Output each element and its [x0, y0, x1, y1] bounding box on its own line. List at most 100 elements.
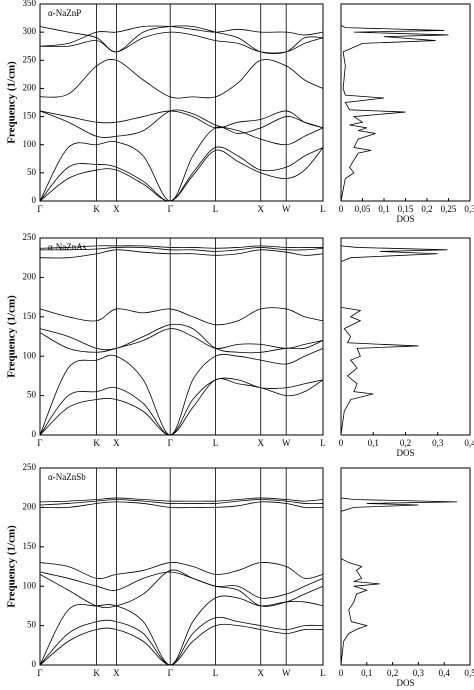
- x-tick-label: X: [113, 204, 120, 214]
- y-tick-label: 100: [23, 350, 37, 360]
- panel-label: α-NaZnAs: [48, 242, 87, 252]
- phonon-branch: [39, 569, 324, 609]
- phonon-branch: [39, 249, 324, 259]
- x-tick-label: 0: [339, 438, 344, 448]
- x-tick-label: 0,4: [439, 668, 451, 678]
- y-tick-label: 150: [23, 541, 37, 551]
- phonon-branch: [39, 110, 324, 129]
- y-tick-label: 300: [23, 26, 37, 36]
- x-tick-label: K: [93, 668, 100, 678]
- x-tick-label: 0,2: [421, 204, 432, 214]
- phonon-branch: [39, 499, 324, 506]
- panel-label: α-NaZnP: [48, 8, 81, 18]
- x-tick-label: Γ: [37, 668, 42, 678]
- phonon-branch: [39, 25, 324, 55]
- x-tick-label: 0,25: [441, 204, 457, 214]
- x-tick-label: 0,4: [464, 438, 474, 448]
- y-axis-label: Frequency (1/cm): [6, 525, 18, 608]
- x-axis-label: DOS: [396, 214, 414, 224]
- x-tick-label: W: [282, 204, 291, 214]
- y-tick-label: 200: [23, 271, 37, 281]
- x-axis-label: DOS: [396, 448, 414, 458]
- x-tick-label: 0,2: [400, 438, 411, 448]
- y-tick-label: 100: [23, 139, 37, 149]
- phonon-branch: [39, 323, 324, 354]
- y-tick-label: 200: [23, 82, 37, 92]
- x-tick-label: Γ: [37, 438, 42, 448]
- x-tick-label: Γ: [168, 438, 173, 448]
- phonon-branch: [39, 58, 324, 99]
- x-tick-label: X: [113, 668, 120, 678]
- x-tick-label: 0: [339, 204, 344, 214]
- x-tick-label: 0,2: [387, 668, 398, 678]
- x-tick-label: Γ: [37, 204, 42, 214]
- x-tick-label: X: [257, 204, 264, 214]
- phonon-branch: [39, 378, 324, 436]
- x-tick-label: 0,3: [413, 668, 425, 678]
- y-tick-label: 50: [27, 620, 37, 630]
- x-tick-label: K: [93, 438, 100, 448]
- phonon-branch: [39, 501, 324, 509]
- x-tick-label: 0,1: [361, 668, 372, 678]
- y-tick-label: 150: [23, 311, 37, 321]
- dos-frame: [340, 237, 471, 436]
- y-tick-label: 250: [23, 54, 37, 64]
- x-tick-label: L: [320, 204, 326, 214]
- dos-frame: [340, 467, 471, 666]
- phonon-branch: [39, 31, 324, 54]
- x-tick-label: 0: [339, 668, 344, 678]
- y-axis-label: Frequency (1/cm): [6, 295, 18, 378]
- x-tick-label: L: [320, 438, 326, 448]
- x-tick-label: W: [282, 438, 291, 448]
- phonon-branch: [39, 25, 324, 47]
- panel-label: α-NaZnSb: [48, 472, 86, 482]
- y-tick-label: 200: [23, 501, 37, 511]
- phonon-branch: [39, 116, 324, 202]
- x-tick-label: L: [213, 204, 219, 214]
- dos-curve: [340, 25, 449, 202]
- y-tick-label: 250: [23, 462, 37, 472]
- y-tick-label: 0: [32, 659, 37, 669]
- y-tick-label: 50: [27, 390, 37, 400]
- phonon-branch: [39, 109, 324, 146]
- x-tick-label: X: [113, 438, 120, 448]
- x-tick-label: K: [93, 204, 100, 214]
- phonon-branch: [39, 497, 324, 503]
- x-tick-label: 0,5: [464, 668, 474, 678]
- y-tick-label: 100: [23, 580, 37, 590]
- x-tick-label: Γ: [168, 204, 173, 214]
- plot-frame: [39, 3, 324, 202]
- x-tick-label: 0,15: [398, 204, 414, 214]
- x-tick-label: L: [213, 668, 219, 678]
- phonon-branch: [39, 246, 324, 252]
- x-tick-label: 0,05: [355, 204, 371, 214]
- y-tick-label: 50: [27, 167, 37, 177]
- x-axis-label: DOS: [396, 678, 414, 688]
- x-tick-label: X: [257, 438, 264, 448]
- y-tick-label: 0: [32, 429, 37, 439]
- x-tick-label: L: [213, 438, 219, 448]
- plot-frame: [39, 467, 324, 666]
- phonon-branch: [39, 245, 323, 249]
- x-tick-label: W: [282, 668, 291, 678]
- plot-frame: [39, 237, 324, 436]
- phonon-branch: [39, 571, 324, 599]
- phonon-branch: [39, 623, 324, 666]
- phonon-branch: [39, 377, 324, 436]
- phonon-branch: [39, 616, 324, 666]
- y-tick-label: 250: [23, 232, 37, 242]
- x-tick-label: X: [257, 668, 264, 678]
- x-tick-label: Γ: [168, 668, 173, 678]
- dos-curve: [340, 245, 448, 436]
- y-tick-label: 150: [23, 111, 37, 121]
- x-tick-label: 0,1: [368, 438, 379, 448]
- x-tick-label: L: [320, 668, 326, 678]
- phonon-branch: [39, 347, 324, 436]
- phonon-branch: [39, 307, 324, 326]
- x-tick-label: 0,3: [432, 438, 444, 448]
- x-tick-label: 0,3: [464, 204, 474, 214]
- dos-curve: [340, 497, 458, 666]
- y-tick-label: 0: [32, 195, 37, 205]
- x-tick-label: 0,1: [378, 204, 389, 214]
